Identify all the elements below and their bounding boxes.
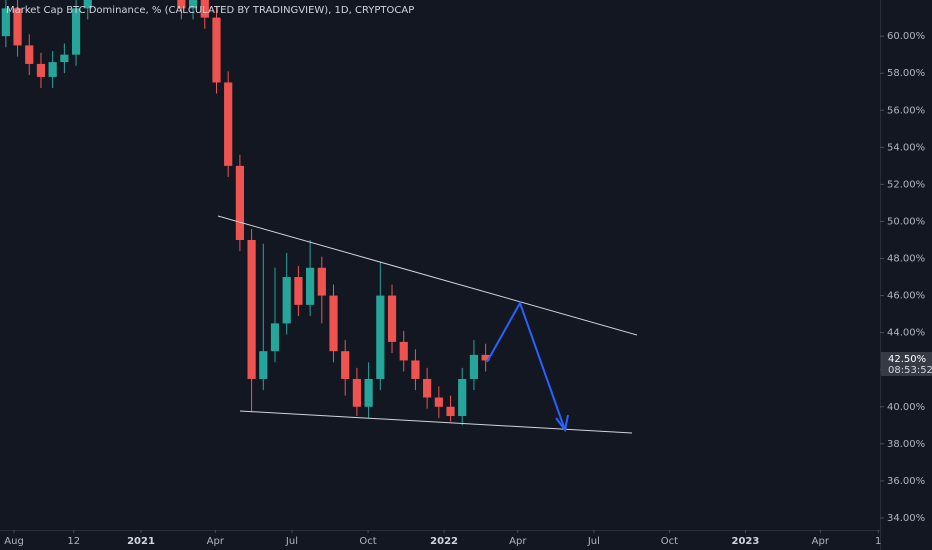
x-tick-label: 2021: [127, 536, 155, 547]
x-tick-label: Aug: [4, 536, 24, 547]
y-tick-label: 56.00%: [887, 105, 925, 116]
drawings: [217, 215, 638, 434]
chart-title: Market Cap BTC Dominance, % (CALCULATED …: [6, 5, 414, 16]
x-tick-label: Apr: [812, 536, 830, 547]
candle-body: [235, 165, 244, 240]
projection-path: [486, 300, 566, 431]
candle-body: [458, 378, 467, 417]
countdown: 08:53:52: [888, 365, 932, 376]
x-tick-label: 2022: [430, 536, 458, 547]
x-tick-label: 2023: [732, 536, 760, 547]
candle-body: [13, 8, 22, 46]
y-tick-label: 36.00%: [887, 476, 925, 487]
y-tick-label: 38.00%: [887, 439, 925, 450]
candle-body: [212, 17, 221, 83]
candle-body: [71, 8, 81, 55]
candle-body: [270, 323, 280, 352]
candle-body: [364, 378, 373, 407]
y-tick-label: 54.00%: [887, 142, 925, 153]
x-tick-label: Apr: [509, 536, 527, 547]
candle-body: [200, 0, 209, 18]
candle-body: [399, 341, 408, 361]
candle-body: [329, 295, 338, 352]
candle-body: [224, 82, 233, 166]
candle-body: [188, 0, 198, 9]
last-price-label: 42.50% 08:53:52: [881, 352, 932, 376]
candle-body: [83, 0, 92, 9]
x-tick-label: 1: [875, 536, 881, 547]
candle-body: [387, 295, 397, 342]
candle-body: [247, 239, 256, 379]
candle-body: [306, 267, 315, 305]
y-tick-label: 48.00%: [887, 254, 925, 265]
candle-body: [352, 378, 362, 407]
candle-body: [446, 406, 455, 417]
last-price: 42.50%: [888, 354, 926, 365]
y-tick-label: 46.00%: [887, 291, 925, 302]
x-tick-label: Oct: [359, 536, 376, 547]
candle-body: [25, 45, 34, 64]
candle-body: [411, 360, 420, 379]
candle-body: [1, 8, 10, 37]
x-tick-label: Apr: [207, 536, 225, 547]
candle-body: [177, 0, 186, 9]
candle-body: [434, 397, 443, 407]
plot-area: [1, 0, 490, 426]
candle-body: [423, 378, 432, 398]
last-price-box: [881, 352, 932, 376]
candle-body: [36, 63, 46, 77]
candle-body: [341, 351, 350, 379]
y-tick-label: 40.00%: [887, 402, 925, 413]
x-tick-label: Jul: [285, 536, 298, 547]
x-tick-label: 12: [67, 536, 80, 547]
support-line: [239, 410, 633, 434]
projection-arrowhead: [555, 414, 569, 433]
candle-body: [60, 54, 69, 63]
y-tick-label: 60.00%: [887, 31, 925, 42]
candle-body: [259, 351, 268, 379]
candle-body: [294, 277, 303, 305]
y-tick-label: 52.00%: [887, 179, 925, 190]
y-tick-label: 44.00%: [887, 328, 925, 339]
candle-body: [376, 295, 385, 379]
candle-body: [48, 62, 57, 77]
candle-body: [481, 354, 490, 361]
y-tick-label: 50.00%: [887, 216, 925, 227]
candle-body: [282, 277, 291, 324]
x-tick-label: Oct: [661, 536, 678, 547]
x-tick-label: Jul: [587, 536, 600, 547]
y-tick-label: 58.00%: [887, 68, 925, 79]
candle-body: [469, 354, 479, 379]
resistance-line: [217, 215, 638, 336]
candle-body: [317, 267, 326, 296]
y-tick-label: 34.00%: [887, 513, 925, 524]
